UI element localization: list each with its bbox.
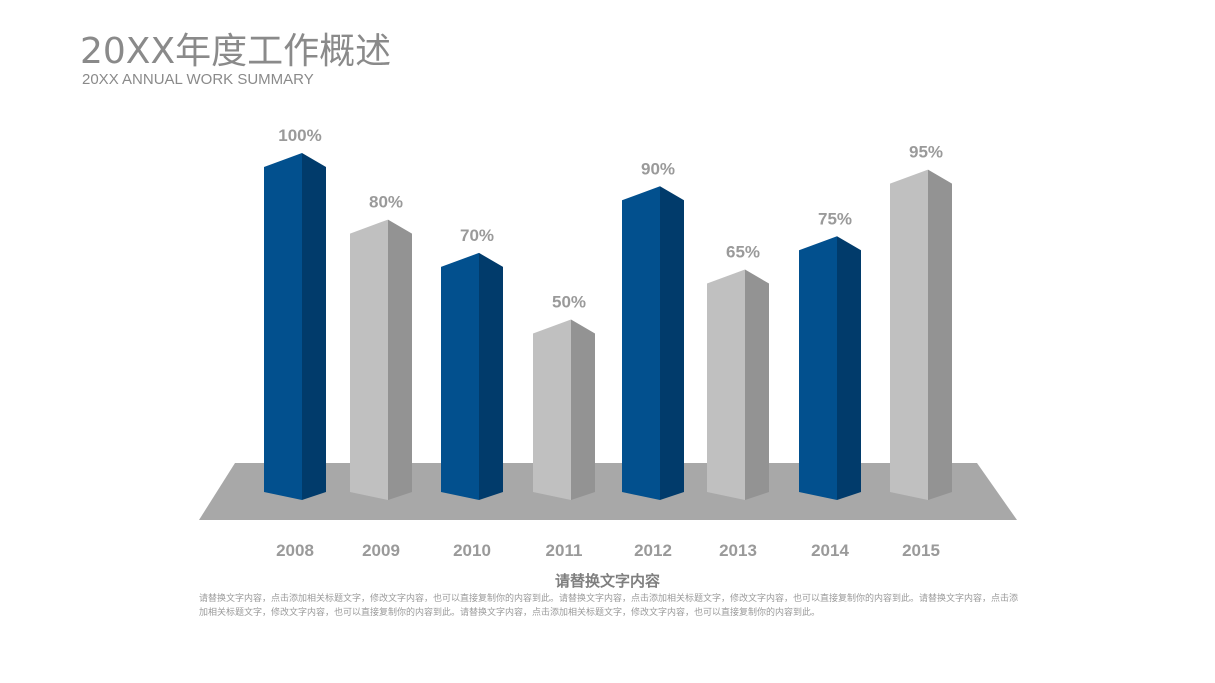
bar-front-face [350, 219, 388, 500]
data-label: 75% [818, 209, 852, 228]
x-tick-label: 2009 [362, 541, 400, 560]
data-label: 65% [726, 243, 760, 262]
bar-side-face [745, 269, 769, 500]
x-tick-label: 2015 [902, 541, 940, 560]
bar-side-face [571, 319, 595, 500]
caption-body: 请替换文字内容，点击添加相关标题文字，修改文字内容，也可以直接复制你的内容到此。… [199, 594, 1019, 618]
bar-2014 [799, 236, 861, 500]
x-tick-label: 2012 [634, 541, 672, 560]
caption-title: 请替换文字内容 [554, 572, 660, 590]
bar-side-face [837, 236, 861, 500]
bar-2011 [533, 319, 595, 500]
bar-front-face [622, 186, 660, 501]
bar-side-face [660, 186, 684, 501]
bar-side-face [928, 169, 952, 500]
x-tick-label: 2011 [546, 541, 583, 560]
bar-front-face [533, 319, 571, 500]
data-label: 100% [278, 126, 321, 145]
bar-front-face [264, 153, 302, 500]
bar-side-face [479, 252, 503, 500]
x-tick-label: 2008 [276, 541, 314, 560]
bar-2008 [264, 153, 326, 500]
bar-side-face [388, 219, 412, 500]
bar-side-face [302, 153, 326, 500]
x-axis-tick-labels: 2008 2009 2010 2011 2012 2013 2014 2015 [276, 541, 940, 560]
data-label: 95% [909, 143, 943, 162]
bar-2015 [890, 169, 952, 500]
bar-front-face [890, 169, 928, 500]
bar-front-face [707, 269, 745, 500]
data-labels: 100% 80% 70% 50% 90% 65% 75% 95% [278, 126, 943, 312]
x-tick-label: 2010 [453, 541, 491, 560]
page-title: 20XX年度工作概述 [80, 31, 392, 72]
bar-series [264, 153, 952, 501]
x-tick-label: 2014 [811, 541, 849, 560]
data-label: 90% [641, 159, 675, 178]
page-subtitle: 20XX ANNUAL WORK SUMMARY [82, 71, 314, 88]
bar-2010 [441, 252, 503, 500]
data-label: 50% [552, 293, 586, 312]
bar-front-face [799, 236, 837, 500]
data-label: 70% [460, 226, 494, 245]
bar-front-face [441, 252, 479, 500]
x-tick-label: 2013 [719, 541, 757, 560]
bar-2013 [707, 269, 769, 500]
bar-2012 [622, 186, 684, 501]
bar-2009 [350, 219, 412, 500]
data-label: 80% [369, 193, 403, 212]
